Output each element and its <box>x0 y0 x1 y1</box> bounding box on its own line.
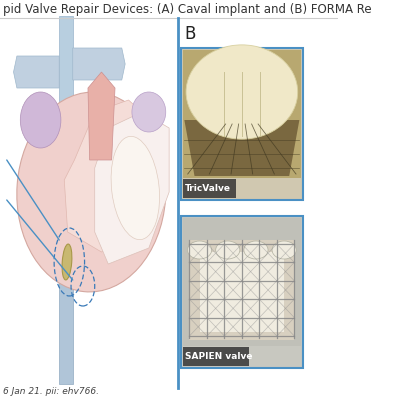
Ellipse shape <box>62 244 72 280</box>
Polygon shape <box>73 48 125 80</box>
Text: SAPIEN valve: SAPIEN valve <box>185 352 253 361</box>
Text: B: B <box>184 25 196 43</box>
Polygon shape <box>88 72 115 160</box>
Ellipse shape <box>17 92 166 292</box>
Polygon shape <box>64 100 162 252</box>
FancyBboxPatch shape <box>181 48 303 200</box>
FancyBboxPatch shape <box>183 179 236 198</box>
Ellipse shape <box>111 136 160 240</box>
Ellipse shape <box>20 92 61 148</box>
Polygon shape <box>184 120 299 176</box>
Polygon shape <box>95 112 169 264</box>
FancyBboxPatch shape <box>183 347 249 366</box>
FancyBboxPatch shape <box>200 252 284 332</box>
Polygon shape <box>14 56 59 88</box>
FancyBboxPatch shape <box>181 216 303 368</box>
Polygon shape <box>59 248 73 384</box>
Ellipse shape <box>272 241 296 259</box>
Ellipse shape <box>188 241 212 259</box>
Ellipse shape <box>216 241 240 259</box>
Text: 6 Jan 21. pii: ehv766.: 6 Jan 21. pii: ehv766. <box>3 387 99 396</box>
Text: TricValve: TricValve <box>185 184 231 193</box>
FancyBboxPatch shape <box>190 240 294 340</box>
Ellipse shape <box>186 45 298 139</box>
Text: pid Valve Repair Devices: (A) Caval implant and (B) FORMA Re: pid Valve Repair Devices: (A) Caval impl… <box>3 4 372 16</box>
Polygon shape <box>59 16 73 160</box>
Ellipse shape <box>244 241 268 259</box>
Ellipse shape <box>132 92 166 132</box>
FancyBboxPatch shape <box>183 218 301 346</box>
FancyBboxPatch shape <box>183 50 301 178</box>
